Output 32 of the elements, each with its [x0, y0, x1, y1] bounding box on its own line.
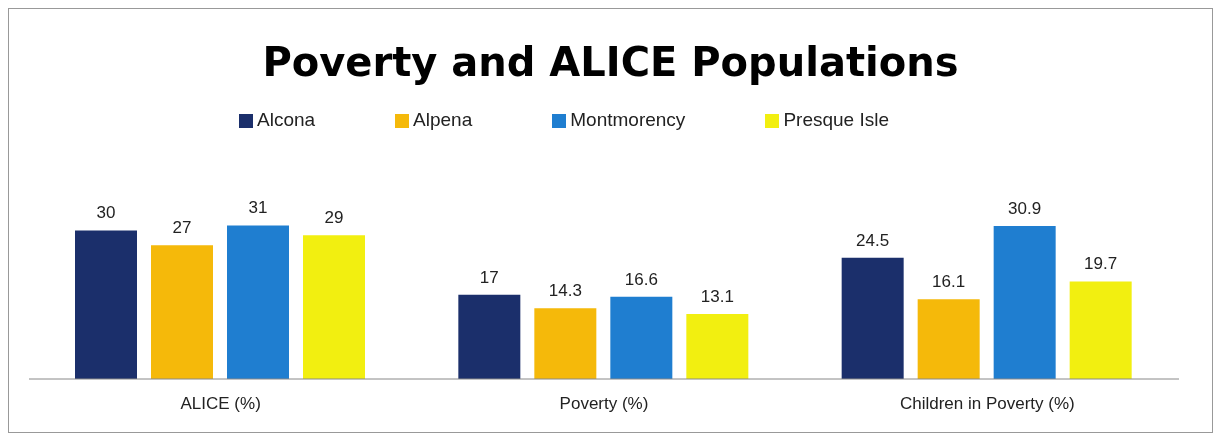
data-label: 14.3	[548, 281, 582, 301]
data-label: 19.7	[1084, 254, 1118, 274]
x-tick-label: ALICE (%)	[180, 394, 261, 414]
bar	[534, 308, 597, 379]
data-label: 30.9	[1008, 198, 1042, 218]
bar	[841, 257, 904, 379]
chart-title: Poverty and ALICE Populations	[261, 39, 960, 87]
legend-label: Alpena	[413, 109, 473, 130]
bar	[303, 235, 365, 379]
bar	[610, 296, 673, 379]
legend-label: Presque Isle	[783, 109, 889, 130]
legend-label: Alcona	[256, 109, 316, 130]
data-label: 29	[324, 208, 344, 228]
bar	[917, 299, 980, 379]
bar	[686, 314, 749, 379]
bar	[151, 245, 213, 379]
data-label: 13.1	[700, 287, 734, 307]
data-label: 30	[96, 203, 116, 223]
bar	[227, 225, 289, 379]
data-label: 17	[479, 267, 499, 287]
data-label: 16.1	[932, 272, 966, 292]
data-label: 24.5	[856, 230, 890, 250]
bar	[75, 230, 137, 379]
x-tick-label: Poverty (%)	[559, 394, 649, 414]
data-label: 31	[248, 198, 268, 218]
bar	[458, 294, 521, 379]
data-label: 16.6	[624, 269, 658, 289]
legend-label: Montmorency	[570, 109, 686, 130]
bar	[993, 225, 1056, 379]
bar	[1069, 281, 1132, 379]
data-label: 27	[172, 218, 192, 238]
x-tick-label: Children in Poverty (%)	[899, 394, 1075, 414]
